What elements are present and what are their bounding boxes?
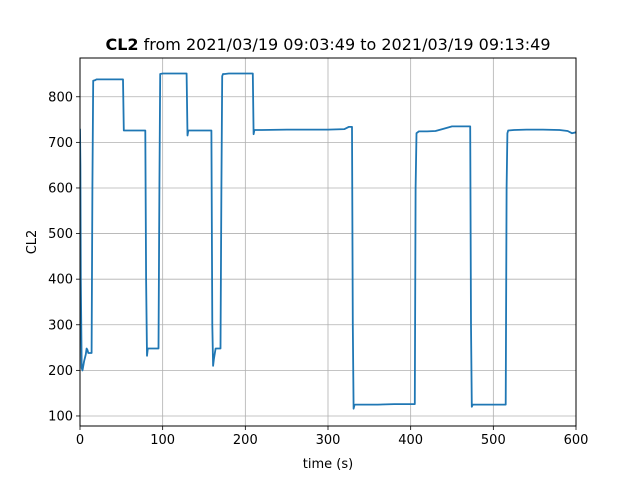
x-tick-label: 400: [398, 433, 423, 448]
series-line-1: [80, 72, 576, 410]
chart-title: CL2 from 2021/03/19 09:03:49 to 2021/03/…: [105, 35, 550, 54]
x-tick-label: 300: [316, 433, 341, 448]
x-axis-ticks: 0 100 200 300 400 500 600: [76, 426, 589, 448]
x-tick-label: 500: [481, 433, 506, 448]
y-tick-label: 300: [48, 318, 73, 333]
y-tick-label: 600: [48, 181, 73, 196]
grid: [79, 58, 577, 426]
y-axis-label: CL2: [25, 230, 40, 255]
chart-title-rest: from 2021/03/19 09:03:49 to 2021/03/19 0…: [139, 35, 551, 54]
y-tick-label: 800: [48, 90, 73, 105]
x-tick-label: 100: [150, 433, 175, 448]
y-tick-label: 200: [48, 364, 73, 379]
y-tick-label: 500: [48, 227, 73, 242]
x-tick-label: 600: [564, 433, 589, 448]
y-axis-ticks: 100 200 300 400 500 600 700 800: [48, 90, 80, 424]
y-tick-label: 400: [48, 273, 73, 288]
y-tick-label: 100: [48, 409, 73, 424]
x-axis-label: time (s): [303, 457, 353, 472]
y-tick-label: 700: [48, 136, 73, 151]
chart-title-bold: CL2: [105, 35, 138, 54]
x-tick-label: 200: [233, 433, 258, 448]
series-layer: [80, 72, 576, 410]
x-tick-label: 0: [76, 433, 84, 448]
